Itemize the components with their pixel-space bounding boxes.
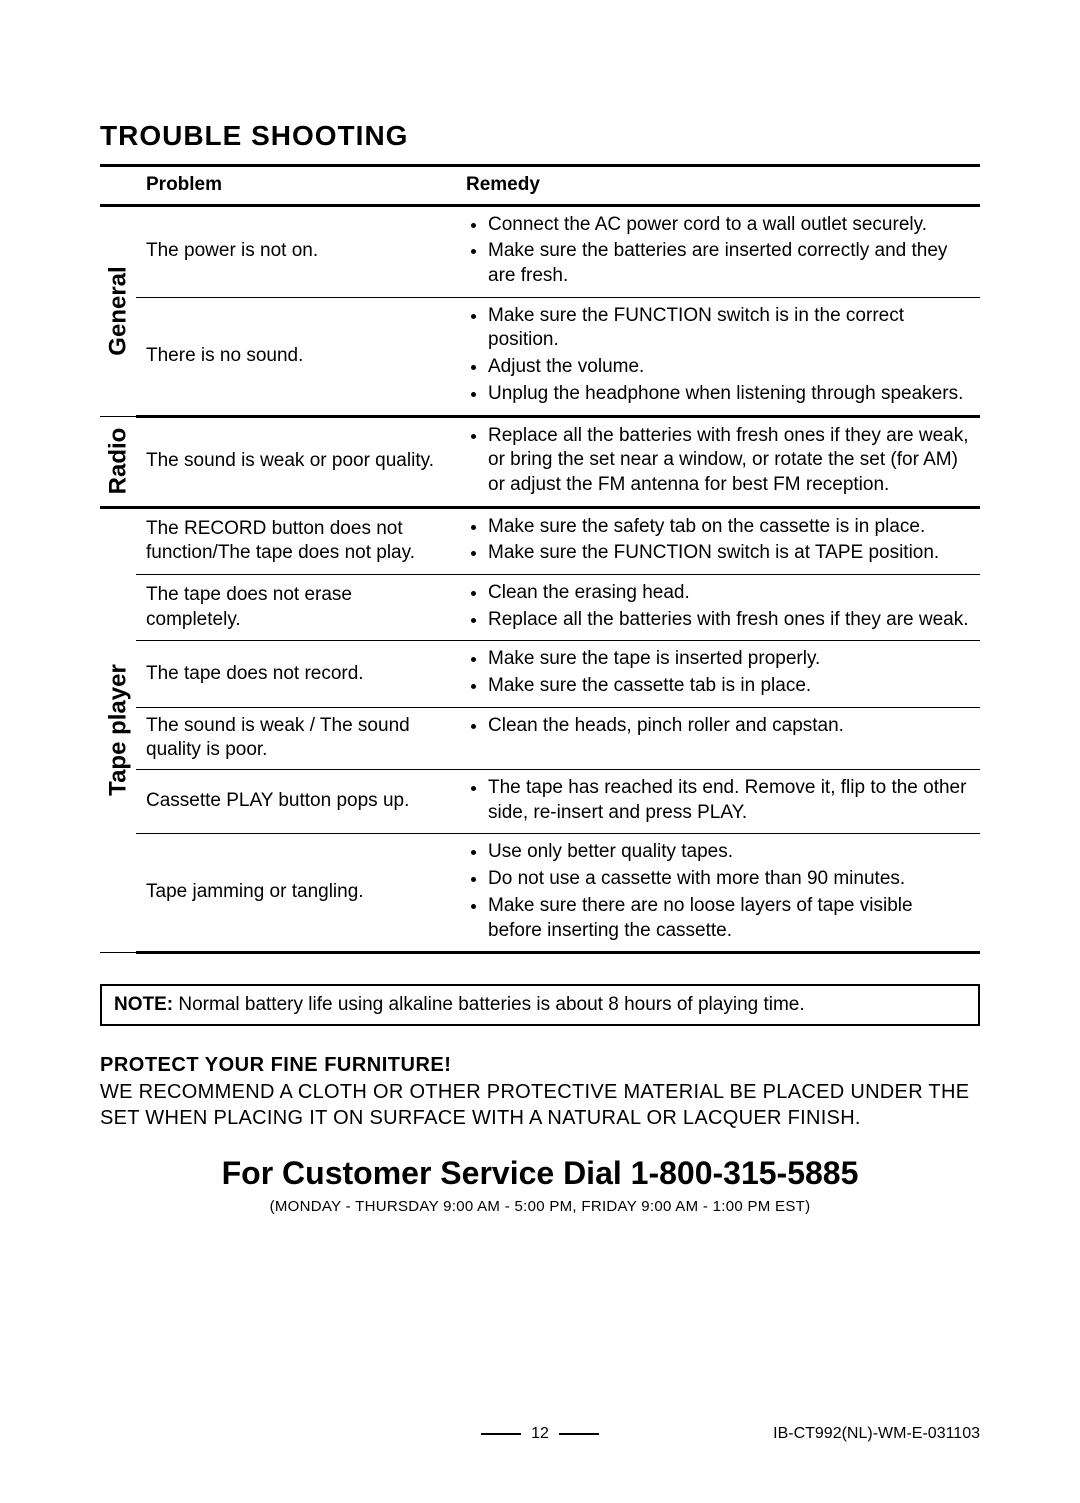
section-label: Tape player <box>102 665 133 797</box>
dash-left-icon <box>481 1433 521 1435</box>
remedy-item: Connect the AC power cord to a wall outl… <box>488 213 970 240</box>
remedy-cell: Replace all the batteries with fresh one… <box>456 416 980 507</box>
remedy-list: The tape has reached its end. Remove it,… <box>466 776 970 827</box>
remedy-item: Make sure the FUNCTION switch is at TAPE… <box>488 541 970 568</box>
remedy-cell: Clean the heads, pinch roller and capsta… <box>456 707 980 769</box>
remedy-cell: Make sure the FUNCTION switch is in the … <box>456 297 980 416</box>
remedy-item: Unplug the headphone when listening thro… <box>488 382 970 409</box>
service-hours: (MONDAY - THURSDAY 9:00 AM - 5:00 PM, FR… <box>100 1198 980 1215</box>
problem-cell: The tape does not erase completely. <box>136 574 456 640</box>
remedy-list: Connect the AC power cord to a wall outl… <box>466 213 970 291</box>
table-row: GeneralThe power is not on.Connect the A… <box>100 205 980 297</box>
note-label: NOTE: <box>114 994 173 1015</box>
document-id: IB-CT992(NL)-WM-E-031103 <box>773 1425 980 1443</box>
note-box: NOTE: Normal battery life using alkaline… <box>100 984 980 1026</box>
remedy-item: Clean the heads, pinch roller and capsta… <box>488 714 970 741</box>
remedy-list: Make sure the FUNCTION switch is in the … <box>466 304 970 409</box>
troubleshooting-table: Problem Remedy GeneralThe power is not o… <box>100 164 980 954</box>
remedy-list: Clean the heads, pinch roller and capsta… <box>466 714 970 741</box>
page-title: TROUBLE SHOOTING <box>100 120 980 152</box>
note-text: Normal battery life using alkaline batte… <box>173 994 805 1015</box>
remedy-list: Use only better quality tapes.Do not use… <box>466 840 970 945</box>
customer-service-line: For Customer Service Dial 1-800-315-5885 <box>100 1155 980 1192</box>
section-label-cell: Radio <box>100 416 136 507</box>
problem-cell: Tape jamming or tangling. <box>136 834 456 953</box>
remedy-list: Replace all the batteries with fresh one… <box>466 424 970 500</box>
section-label: General <box>102 266 133 355</box>
problem-cell: The sound is weak or poor quality. <box>136 416 456 507</box>
table-row: Cassette PLAY button pops up. The tape ha… <box>100 770 980 834</box>
page-footer: 12 IB-CT992(NL)-WM-E-031103 <box>100 1425 980 1443</box>
remedy-item: Clean the erasing head. <box>488 581 970 608</box>
problem-cell: The power is not on. <box>136 205 456 297</box>
remedy-cell: Clean the erasing head.Replace all the b… <box>456 574 980 640</box>
table-row: The tape does not erase completely.Clean… <box>100 574 980 640</box>
remedy-cell: The tape has reached its end. Remove it,… <box>456 770 980 834</box>
remedy-list: Make sure the tape is inserted properly.… <box>466 647 970 700</box>
table-row: RadioThe sound is weak or poor quality. R… <box>100 416 980 507</box>
problem-cell: The sound is weak / The sound quality is… <box>136 707 456 769</box>
protect-heading: PROTECT YOUR FINE FURNITURE! <box>100 1054 980 1077</box>
header-problem: Problem <box>136 166 456 206</box>
remedy-item: Make sure the cassette tab is in place. <box>488 674 970 701</box>
remedy-item: Adjust the volume. <box>488 355 970 382</box>
remedy-item: Use only better quality tapes. <box>488 840 970 867</box>
section-label-cell: General <box>100 205 136 416</box>
problem-cell: The tape does not record. <box>136 641 456 707</box>
problem-cell: Cassette PLAY button pops up. <box>136 770 456 834</box>
page: TROUBLE SHOOTING Problem Remedy GeneralT… <box>0 0 1080 1503</box>
table-row: The sound is weak / The sound quality is… <box>100 707 980 769</box>
remedy-item: Make sure the batteries are inserted cor… <box>488 239 970 290</box>
dash-right-icon <box>559 1433 599 1435</box>
remedy-item: The tape has reached its end. Remove it,… <box>488 776 970 827</box>
remedy-item: Replace all the batteries with fresh one… <box>488 424 970 500</box>
page-number: 12 <box>531 1425 549 1443</box>
section-label: Radio <box>102 428 133 495</box>
table-header-row: Problem Remedy <box>100 166 980 206</box>
problem-cell: The RECORD button does not function/The … <box>136 507 456 574</box>
protect-body: WE RECOMMEND A CLOTH OR OTHER PROTECTIVE… <box>100 1079 980 1131</box>
section-label-cell: Tape player <box>100 507 136 953</box>
problem-cell: There is no sound. <box>136 297 456 416</box>
remedy-item: Make sure the tape is inserted properly. <box>488 647 970 674</box>
remedy-item: Make sure there are no loose layers of t… <box>488 894 970 945</box>
page-number-group: 12 <box>481 1425 599 1443</box>
table-row: Tape playerThe RECORD button does not fu… <box>100 507 980 574</box>
remedy-item: Replace all the batteries with fresh one… <box>488 608 970 635</box>
table-row: There is no sound. Make sure the FUNCTION… <box>100 297 980 416</box>
table-row: The tape does not record.Make sure the t… <box>100 641 980 707</box>
remedy-cell: Connect the AC power cord to a wall outl… <box>456 205 980 297</box>
remedy-cell: Make sure the tape is inserted properly.… <box>456 641 980 707</box>
remedy-item: Make sure the FUNCTION switch is in the … <box>488 304 970 355</box>
remedy-item: Do not use a cassette with more than 90 … <box>488 867 970 894</box>
remedy-cell: Use only better quality tapes.Do not use… <box>456 834 980 953</box>
remedy-list: Clean the erasing head.Replace all the b… <box>466 581 970 634</box>
table-row: Tape jamming or tangling.Use only better… <box>100 834 980 953</box>
remedy-cell: Make sure the safety tab on the cassette… <box>456 507 980 574</box>
remedy-item: Make sure the safety tab on the cassette… <box>488 515 970 542</box>
header-spacer <box>100 166 136 206</box>
header-remedy: Remedy <box>456 166 980 206</box>
remedy-list: Make sure the safety tab on the cassette… <box>466 515 970 568</box>
